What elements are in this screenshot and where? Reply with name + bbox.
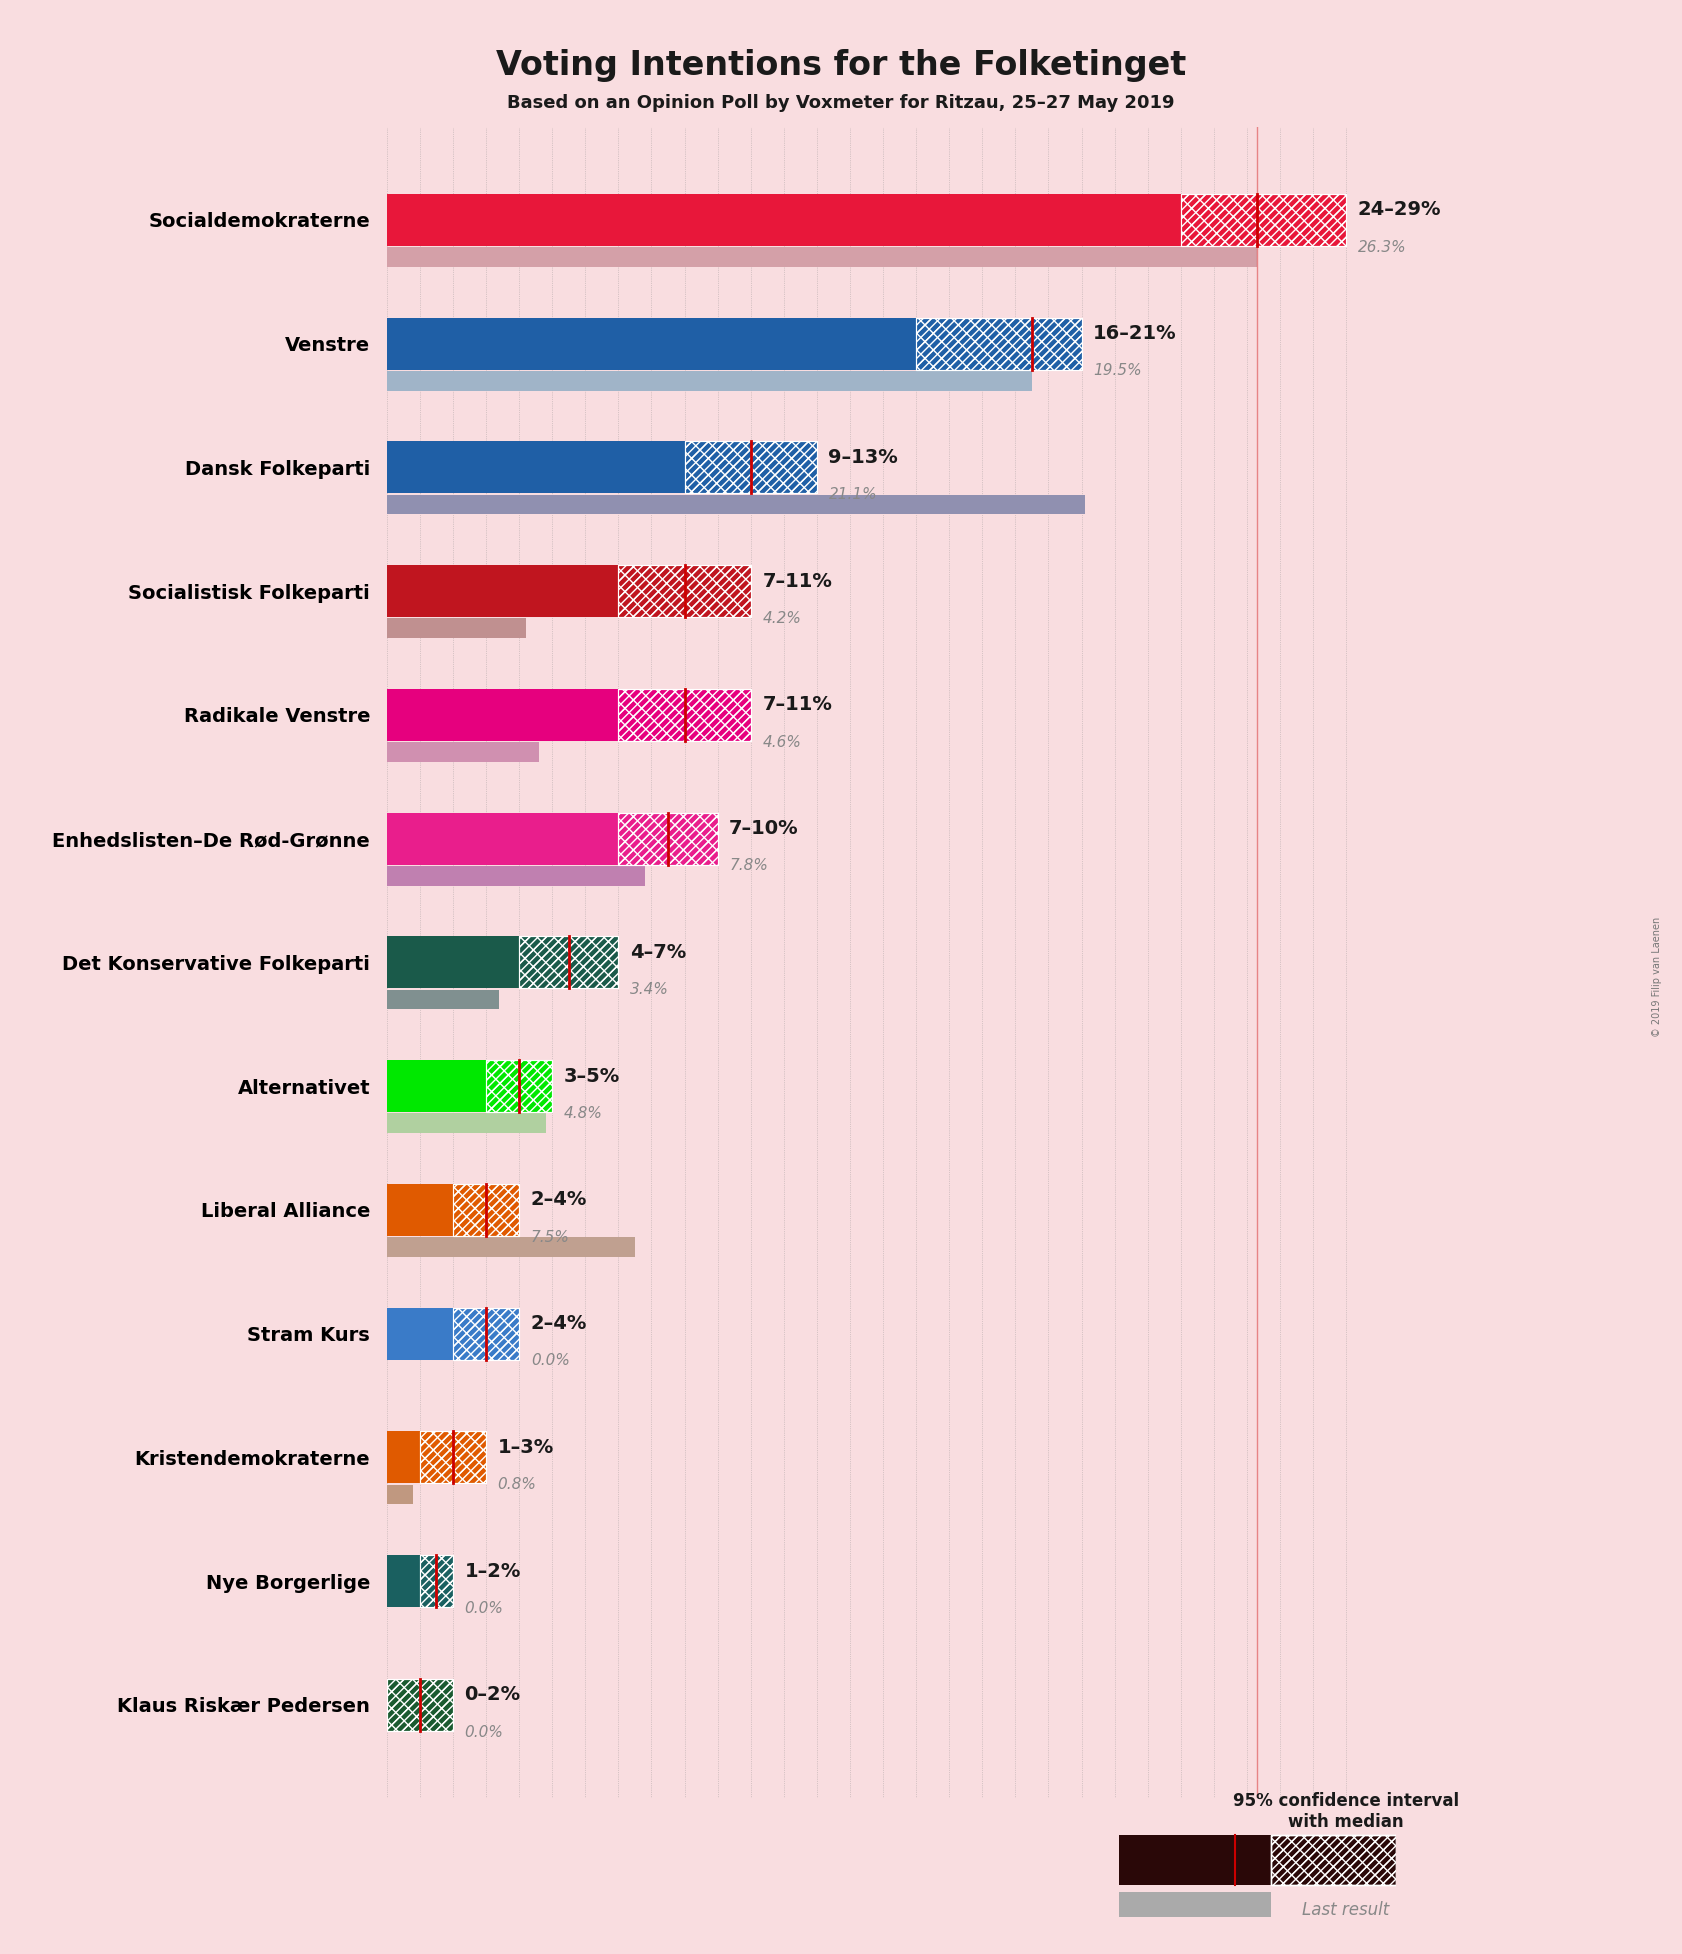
Bar	[387, 989, 500, 1010]
Bar	[452, 1184, 520, 1235]
Bar	[387, 442, 685, 492]
Text: 0.0%: 0.0%	[532, 1354, 570, 1368]
Text: 4.8%: 4.8%	[563, 1106, 602, 1122]
Bar	[387, 319, 917, 369]
Text: 95% confidence interval
with median: 95% confidence interval with median	[1233, 1792, 1458, 1831]
Bar	[619, 813, 718, 864]
Bar	[387, 1432, 420, 1483]
Bar	[420, 1555, 452, 1606]
Bar	[387, 494, 1085, 514]
Text: 1–3%: 1–3%	[498, 1438, 553, 1458]
Text: 24–29%: 24–29%	[1357, 201, 1441, 219]
Bar	[619, 565, 750, 617]
Bar	[1119, 1891, 1272, 1917]
Bar	[387, 813, 619, 864]
Bar	[452, 1184, 520, 1235]
Bar	[486, 1061, 552, 1112]
Bar	[387, 1184, 452, 1235]
Bar	[917, 319, 1082, 369]
Text: 0.0%: 0.0%	[464, 1725, 503, 1739]
Bar	[387, 1678, 452, 1731]
Bar	[387, 1061, 486, 1112]
Bar	[1272, 1835, 1396, 1886]
Bar	[420, 1432, 486, 1483]
Bar	[387, 193, 1181, 246]
Bar	[685, 442, 817, 492]
Text: 9–13%: 9–13%	[829, 447, 898, 467]
Bar	[387, 1114, 545, 1133]
Bar	[387, 1485, 414, 1505]
Bar	[619, 565, 750, 617]
Text: 4.6%: 4.6%	[762, 735, 801, 750]
Text: Based on an Opinion Poll by Voxmeter for Ritzau, 25–27 May 2019: Based on an Opinion Poll by Voxmeter for…	[508, 94, 1174, 111]
Text: 2–4%: 2–4%	[532, 1190, 587, 1210]
Bar	[387, 1307, 452, 1360]
Bar	[452, 1307, 520, 1360]
Text: 7.8%: 7.8%	[730, 858, 769, 873]
Bar	[917, 319, 1082, 369]
Bar	[685, 442, 817, 492]
Bar	[619, 690, 750, 741]
Text: 7–10%: 7–10%	[730, 819, 799, 838]
Bar	[1119, 1835, 1272, 1886]
Bar	[1181, 193, 1346, 246]
Bar	[520, 936, 619, 989]
Text: 16–21%: 16–21%	[1093, 324, 1177, 344]
Bar	[1272, 1835, 1396, 1886]
Bar	[387, 565, 619, 617]
Text: 3–5%: 3–5%	[563, 1067, 621, 1086]
Bar	[387, 690, 619, 741]
Bar	[452, 1307, 520, 1360]
Text: Last result: Last result	[1302, 1901, 1389, 1919]
Text: 21.1%: 21.1%	[829, 487, 876, 502]
Text: 1–2%: 1–2%	[464, 1561, 521, 1581]
Bar	[619, 813, 718, 864]
Bar	[387, 936, 520, 989]
Text: Voting Intentions for the Folketinget: Voting Intentions for the Folketinget	[496, 49, 1186, 82]
Text: 3.4%: 3.4%	[631, 983, 669, 997]
Text: 0–2%: 0–2%	[464, 1686, 521, 1704]
Bar	[387, 1237, 634, 1256]
Bar	[619, 690, 750, 741]
Bar	[420, 1555, 452, 1606]
Text: 0.0%: 0.0%	[464, 1600, 503, 1616]
Bar	[387, 1678, 452, 1731]
Text: 4.2%: 4.2%	[762, 612, 801, 625]
Text: 0.8%: 0.8%	[498, 1477, 537, 1493]
Bar	[387, 866, 644, 885]
Bar	[420, 1432, 486, 1483]
Text: 19.5%: 19.5%	[1093, 363, 1142, 379]
Bar	[387, 246, 1256, 268]
Bar	[387, 617, 526, 639]
Bar	[1181, 193, 1346, 246]
Text: 7–11%: 7–11%	[762, 573, 833, 590]
Text: © 2019 Filip van Laenen: © 2019 Filip van Laenen	[1652, 916, 1662, 1038]
Bar	[520, 936, 619, 989]
Bar	[387, 743, 538, 762]
Bar	[387, 1555, 420, 1606]
Text: 7.5%: 7.5%	[532, 1229, 570, 1245]
Text: 2–4%: 2–4%	[532, 1315, 587, 1333]
Bar	[387, 371, 1031, 391]
Text: 26.3%: 26.3%	[1357, 240, 1406, 254]
Text: 7–11%: 7–11%	[762, 696, 833, 715]
Bar	[486, 1061, 552, 1112]
Text: 4–7%: 4–7%	[631, 944, 686, 961]
